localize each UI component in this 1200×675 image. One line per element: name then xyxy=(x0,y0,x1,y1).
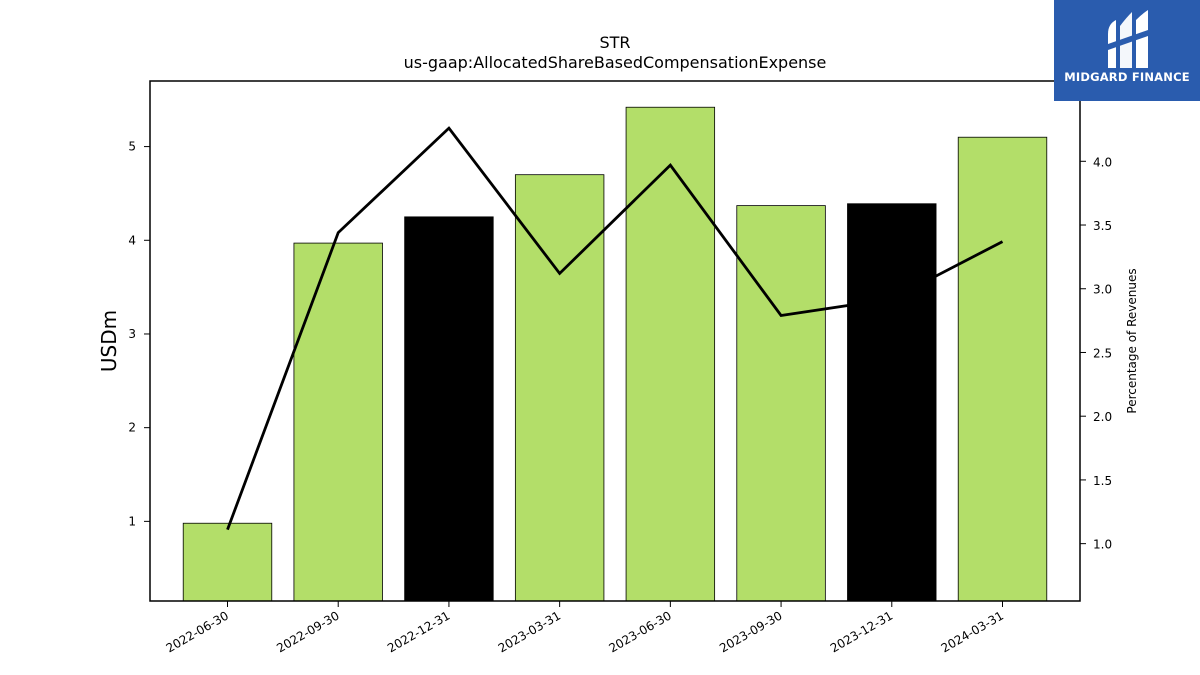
bar-2023-06-30 xyxy=(625,106,716,602)
percentage-line xyxy=(226,126,1004,531)
y2-tick-label: 4.0 xyxy=(1093,155,1112,169)
y2-tick-label: 1.0 xyxy=(1093,538,1112,552)
bar-2023-12-31 xyxy=(847,203,937,602)
y2-tick-label: 3.0 xyxy=(1093,283,1112,297)
midgard-logo-icon xyxy=(1108,10,1148,68)
bar-2023-03-31 xyxy=(514,174,605,602)
line-group xyxy=(226,126,1004,531)
bar-2022-09-30 xyxy=(293,242,383,602)
y2-axis: 1.0 1.5 2.0 2.5 3.0 3.5 4.0 xyxy=(1080,155,1112,552)
brand-logo-text: MIDGARD FINANCE xyxy=(1064,70,1190,84)
x-tick-label: 2023-12-31 xyxy=(828,608,895,655)
bar-2022-06-30 xyxy=(182,522,273,602)
y2-tick-label: 2.5 xyxy=(1093,346,1112,360)
y-tick-label: 5 xyxy=(128,140,136,154)
x-tick-label: 2022-06-30 xyxy=(164,608,231,655)
y-axis: 1 2 3 4 5 xyxy=(128,140,150,528)
chart-title: STR xyxy=(599,33,630,52)
bar-2022-12-31 xyxy=(404,216,494,602)
plot-frame xyxy=(149,80,1081,602)
x-tick-label: 2023-06-30 xyxy=(606,608,673,655)
y-tick-label: 3 xyxy=(128,327,136,341)
x-tick-label: 2024-03-31 xyxy=(939,608,1006,655)
brand-logo: MIDGARD FINANCE xyxy=(1054,0,1200,101)
y2-tick-label: 3.5 xyxy=(1093,219,1112,233)
bar-2024-03-31 xyxy=(957,136,1048,602)
y-axis-label: USDm xyxy=(97,310,121,372)
y-tick-label: 2 xyxy=(128,421,136,435)
y-tick-label: 1 xyxy=(128,514,136,528)
y2-axis-label: Percentage of Revenues xyxy=(1125,268,1139,413)
bars-group xyxy=(182,106,1048,602)
y2-tick-label: 1.5 xyxy=(1093,474,1112,488)
x-tick-label: 2023-09-30 xyxy=(717,608,784,655)
x-tick-label: 2022-09-30 xyxy=(274,608,341,655)
x-axis: 2022-06-30 2022-09-30 2022-12-31 2023-03-31… xyxy=(164,601,1006,655)
y-tick-label: 4 xyxy=(128,233,136,247)
x-tick-label: 2023-03-31 xyxy=(496,608,563,655)
x-tick-label: 2022-12-31 xyxy=(385,608,452,655)
y2-tick-label: 2.0 xyxy=(1093,410,1112,424)
bar-2023-09-30 xyxy=(736,205,826,602)
chart-subtitle: us-gaap:AllocatedShareBasedCompensationE… xyxy=(404,53,827,72)
